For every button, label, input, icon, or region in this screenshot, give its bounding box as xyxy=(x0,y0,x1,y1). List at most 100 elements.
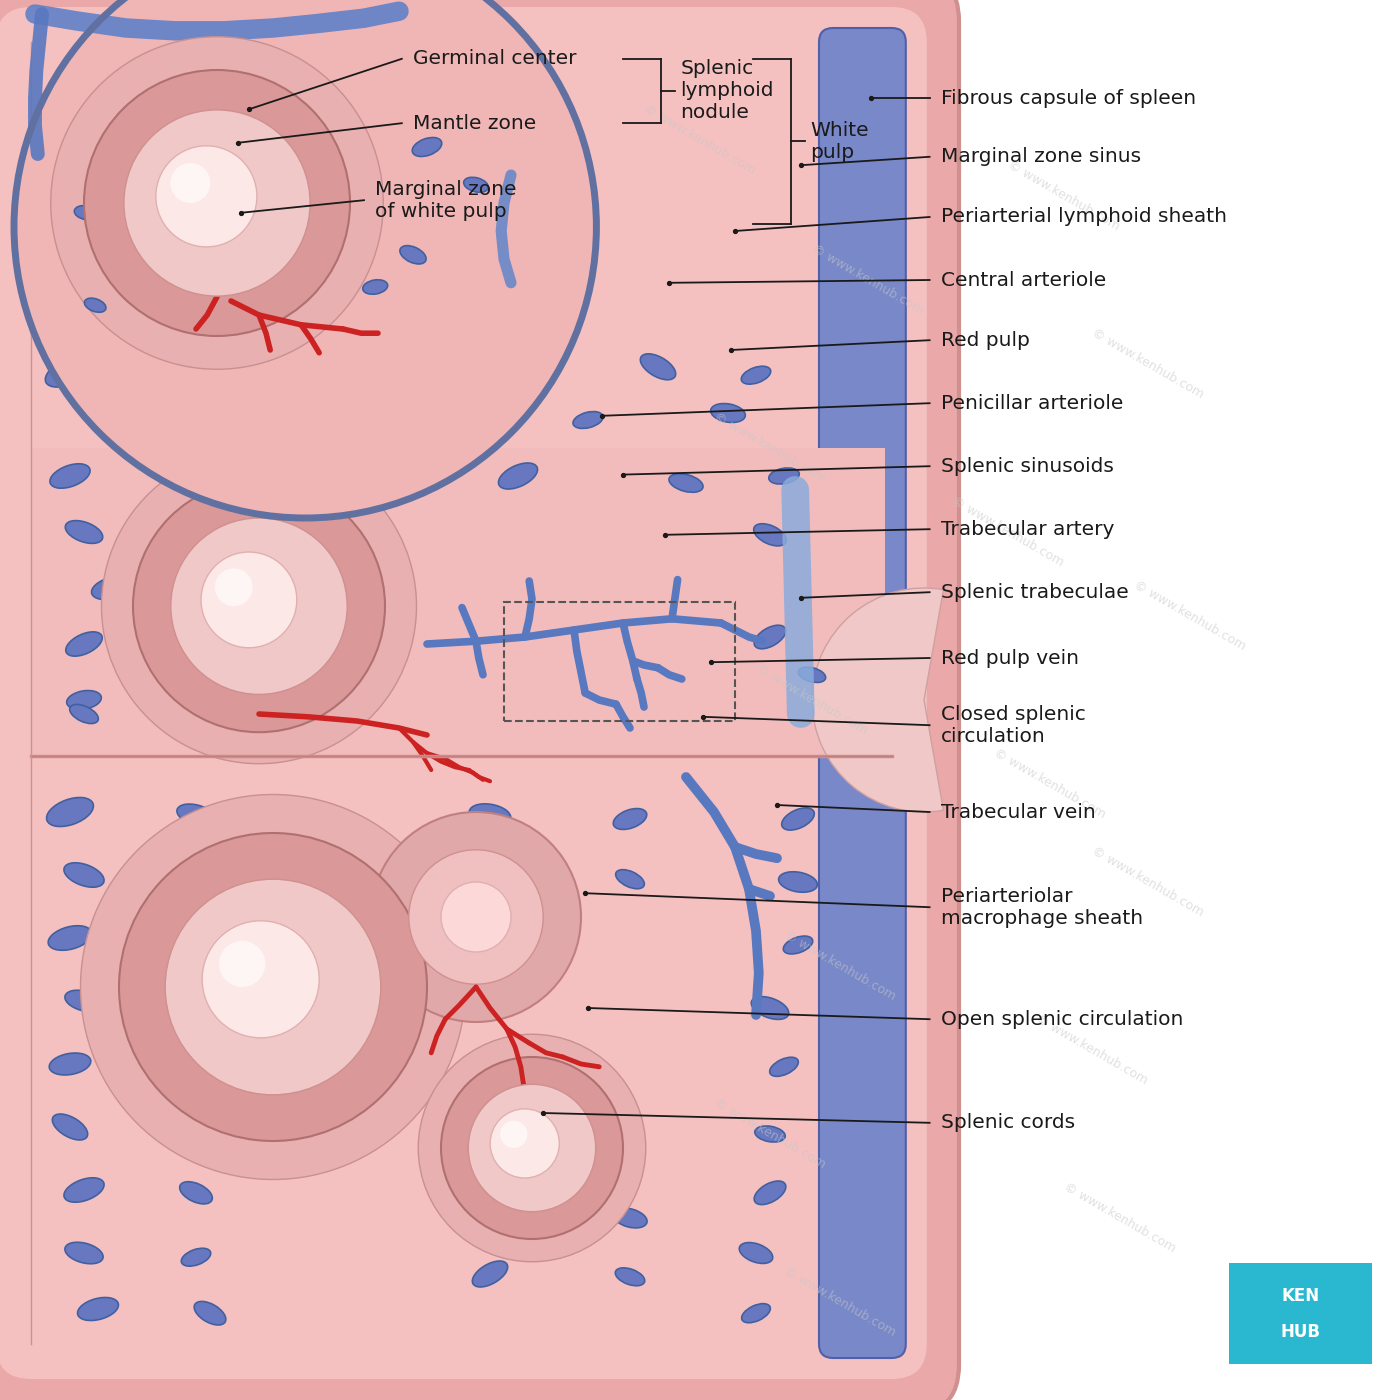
Ellipse shape xyxy=(640,354,676,379)
Ellipse shape xyxy=(798,668,826,682)
Ellipse shape xyxy=(470,1198,510,1224)
Ellipse shape xyxy=(498,463,538,489)
Ellipse shape xyxy=(74,206,99,220)
Text: © www.kenhub.com: © www.kenhub.com xyxy=(781,1264,899,1340)
Ellipse shape xyxy=(179,585,213,605)
Text: Splenic
lymphoid
nodule: Splenic lymphoid nodule xyxy=(680,59,774,123)
Text: Red pulp: Red pulp xyxy=(941,330,1029,350)
Text: Trabecular artery: Trabecular artery xyxy=(941,519,1114,539)
Circle shape xyxy=(409,850,543,984)
Circle shape xyxy=(202,552,297,648)
FancyBboxPatch shape xyxy=(0,7,927,1379)
Ellipse shape xyxy=(64,1177,104,1203)
Ellipse shape xyxy=(770,1057,798,1077)
Ellipse shape xyxy=(49,1053,91,1075)
Circle shape xyxy=(125,111,309,295)
Circle shape xyxy=(102,448,417,764)
Ellipse shape xyxy=(400,245,426,265)
Ellipse shape xyxy=(64,1242,104,1264)
Bar xyxy=(504,602,735,721)
Ellipse shape xyxy=(783,937,813,953)
Text: © www.kenhub.com: © www.kenhub.com xyxy=(949,494,1067,570)
Circle shape xyxy=(133,480,385,732)
Ellipse shape xyxy=(472,1261,508,1287)
Wedge shape xyxy=(812,588,944,812)
Circle shape xyxy=(165,879,381,1095)
Ellipse shape xyxy=(66,631,102,657)
Circle shape xyxy=(119,833,427,1141)
Circle shape xyxy=(50,36,384,370)
Ellipse shape xyxy=(179,1182,213,1204)
Ellipse shape xyxy=(752,997,788,1019)
Ellipse shape xyxy=(363,280,388,294)
Ellipse shape xyxy=(176,804,216,826)
Ellipse shape xyxy=(755,1126,785,1142)
Text: © www.kenhub.com: © www.kenhub.com xyxy=(809,242,927,318)
Text: © www.kenhub.com: © www.kenhub.com xyxy=(711,1096,829,1172)
Ellipse shape xyxy=(77,1298,119,1320)
Ellipse shape xyxy=(755,1182,785,1204)
Circle shape xyxy=(171,162,210,203)
Ellipse shape xyxy=(167,868,197,890)
Text: © www.kenhub.com: © www.kenhub.com xyxy=(781,928,899,1004)
Ellipse shape xyxy=(165,1121,199,1141)
Ellipse shape xyxy=(615,1268,645,1285)
Ellipse shape xyxy=(307,356,337,378)
Text: Red pulp vein: Red pulp vein xyxy=(941,648,1079,668)
Circle shape xyxy=(84,70,350,336)
Ellipse shape xyxy=(64,990,104,1012)
Circle shape xyxy=(202,921,319,1037)
Ellipse shape xyxy=(613,1208,647,1228)
Ellipse shape xyxy=(48,925,92,951)
Ellipse shape xyxy=(176,353,216,375)
Text: Marginal zone sinus: Marginal zone sinus xyxy=(941,147,1141,167)
Circle shape xyxy=(155,146,258,246)
Text: © www.kenhub.com: © www.kenhub.com xyxy=(991,746,1109,822)
Circle shape xyxy=(171,518,347,694)
Circle shape xyxy=(419,1035,645,1261)
Ellipse shape xyxy=(209,468,239,490)
Ellipse shape xyxy=(742,1303,770,1323)
Ellipse shape xyxy=(91,577,133,599)
Ellipse shape xyxy=(90,409,134,431)
Ellipse shape xyxy=(470,864,510,886)
Text: Splenic cords: Splenic cords xyxy=(941,1113,1075,1133)
Circle shape xyxy=(490,1109,560,1177)
Ellipse shape xyxy=(573,412,603,428)
Ellipse shape xyxy=(616,869,644,889)
Text: © www.kenhub.com: © www.kenhub.com xyxy=(1089,326,1207,402)
Text: Splenic trabeculae: Splenic trabeculae xyxy=(941,582,1128,602)
Ellipse shape xyxy=(64,862,104,888)
Ellipse shape xyxy=(400,365,440,391)
Circle shape xyxy=(371,812,581,1022)
Ellipse shape xyxy=(112,260,134,277)
Circle shape xyxy=(214,568,252,606)
Circle shape xyxy=(14,0,596,518)
Ellipse shape xyxy=(739,1243,773,1263)
FancyBboxPatch shape xyxy=(0,0,959,1400)
Ellipse shape xyxy=(412,137,442,157)
Text: HUB: HUB xyxy=(1281,1323,1320,1341)
Text: © www.kenhub.com: © www.kenhub.com xyxy=(1033,1012,1151,1088)
Text: Splenic sinusoids: Splenic sinusoids xyxy=(941,456,1113,476)
Text: Germinal center: Germinal center xyxy=(413,49,577,69)
Circle shape xyxy=(500,1120,528,1148)
FancyBboxPatch shape xyxy=(819,28,906,1358)
Text: © www.kenhub.com: © www.kenhub.com xyxy=(711,410,829,486)
Text: White
pulp: White pulp xyxy=(811,120,869,162)
Ellipse shape xyxy=(515,353,549,370)
Circle shape xyxy=(468,1084,596,1212)
Circle shape xyxy=(80,795,465,1179)
Ellipse shape xyxy=(463,178,489,192)
Ellipse shape xyxy=(469,804,511,826)
Ellipse shape xyxy=(45,356,95,386)
Text: Penicillar arteriole: Penicillar arteriole xyxy=(941,393,1123,413)
FancyBboxPatch shape xyxy=(1229,1263,1372,1364)
Text: © www.kenhub.com: © www.kenhub.com xyxy=(1089,844,1207,920)
Text: Central arteriole: Central arteriole xyxy=(941,270,1106,290)
Circle shape xyxy=(441,1057,623,1239)
Ellipse shape xyxy=(669,473,703,493)
Text: Open splenic circulation: Open splenic circulation xyxy=(941,1009,1183,1029)
Ellipse shape xyxy=(251,410,281,435)
Ellipse shape xyxy=(70,704,98,724)
